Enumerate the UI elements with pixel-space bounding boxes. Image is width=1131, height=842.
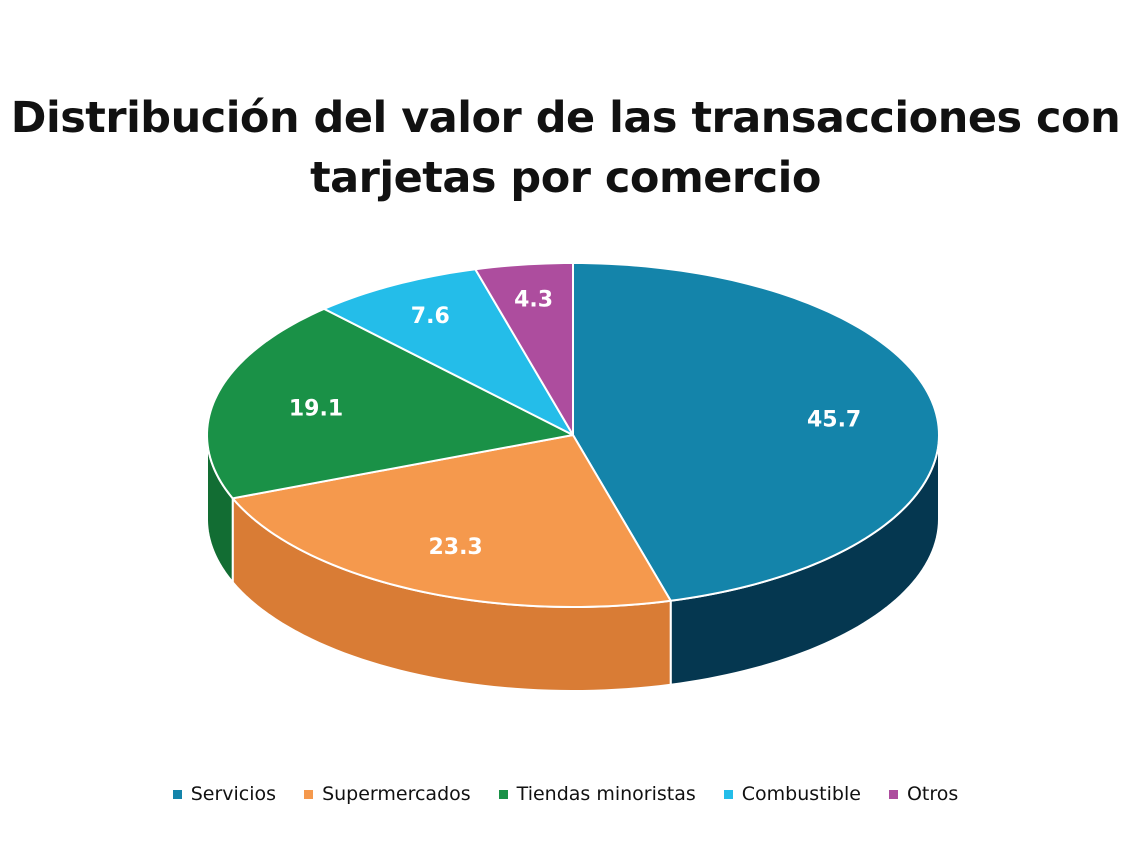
data-label-combustible: 7.6 (411, 304, 450, 329)
legend-swatch (172, 789, 182, 799)
chart-title-line-2: tarjetas por comercio (310, 153, 821, 203)
pie-top-faces (206, 262, 940, 608)
legend-label: Combustible (741, 783, 861, 805)
data-label-otros: 4.3 (514, 288, 553, 313)
pie-slice-otros (474, 262, 574, 436)
chart-title-line-1: Distribución del valor de las transaccio… (10, 93, 1121, 143)
data-label-supermercados: 23.3 (428, 535, 482, 560)
legend-label: Supermercados (322, 783, 471, 805)
legend-item-combustible: Combustible (723, 783, 861, 805)
legend-swatch (888, 789, 898, 799)
pie-slice-combustible (323, 268, 574, 436)
legend-label: Servicios (190, 783, 277, 805)
chart-title: Distribución del valor de las transaccio… (0, 88, 1131, 208)
pie-side-walls (206, 434, 940, 692)
data-label-servicios: 45.7 (807, 407, 861, 432)
pie-slice-servicios (572, 262, 940, 602)
legend: Servicios Supermercados Tiendas minorist… (0, 783, 1131, 805)
legend-swatch (304, 789, 314, 799)
legend-item-tiendas-minoristas: Tiendas minoristas (498, 783, 696, 805)
legend-swatch (723, 789, 733, 799)
legend-item-supermercados: Supermercados (304, 783, 471, 805)
pie-slice-tiendas-minoristas (206, 307, 574, 500)
legend-item-otros: Otros (888, 783, 959, 805)
legend-item-servicios: Servicios (172, 783, 277, 805)
legend-swatch (498, 789, 508, 799)
legend-label: Tiendas minoristas (516, 783, 696, 805)
pie-data-labels: 45.7 23.3 19.1 7.6 4.3 (289, 288, 861, 560)
legend-label: Otros (906, 783, 959, 805)
data-label-tiendas-minoristas: 19.1 (289, 397, 343, 422)
